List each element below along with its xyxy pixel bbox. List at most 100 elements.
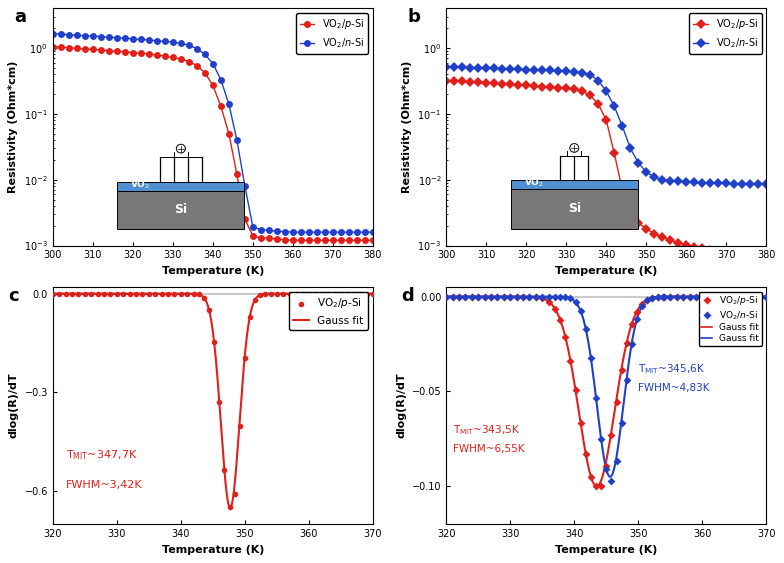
VO$_2$/$n$-Si bbox=[586, 72, 595, 78]
Gauss fit bbox=[225, 504, 234, 511]
VO$_2$/$n$-Si bbox=[216, 77, 226, 83]
VO$_2$/$n$-Si bbox=[631, 315, 644, 324]
VO$_2$/$p$-Si bbox=[753, 252, 763, 259]
X-axis label: Temperature (K): Temperature (K) bbox=[555, 266, 658, 276]
VO$_2$/$n$-Si bbox=[673, 178, 683, 185]
VO$_2$/$p$-Si bbox=[569, 386, 582, 395]
VO$_2$/$p$-Si bbox=[72, 289, 85, 298]
VO$_2$/$n$-Si bbox=[554, 292, 567, 301]
VO$_2$/$p$-Si bbox=[240, 216, 249, 223]
Gauss fit bbox=[592, 483, 601, 490]
VO$_2$/$p$-Si bbox=[666, 237, 675, 244]
VO$_2$/$n$-Si bbox=[601, 88, 611, 95]
VO$_2$/$n$-Si bbox=[361, 229, 370, 235]
VO$_2$/$n$-Si bbox=[677, 292, 689, 301]
VO$_2$/$n$-Si bbox=[128, 35, 137, 42]
VO$_2$/$n$-Si bbox=[452, 292, 465, 301]
VO$_2$/$p$-Si bbox=[585, 472, 597, 481]
Legend: VO$_2$/$p$-Si, VO$_2$/$n$-Si, Gauss fit, Gauss fit: VO$_2$/$p$-Si, VO$_2$/$n$-Si, Gauss fit,… bbox=[699, 292, 762, 346]
VO$_2$/$p$-Si bbox=[144, 51, 154, 57]
VO$_2$/$n$-Si bbox=[96, 33, 106, 40]
VO$_2$/$p$-Si bbox=[328, 237, 338, 244]
VO$_2$/$p$-Si bbox=[747, 292, 760, 301]
VO$_2$/$p$-Si bbox=[289, 237, 298, 244]
VO$_2$/$n$-Si bbox=[458, 64, 467, 70]
VO$_2$/$p$-Si bbox=[626, 320, 638, 329]
Text: T$_{\rm MIT}$~347,7K: T$_{\rm MIT}$~347,7K bbox=[66, 448, 137, 462]
Gauss fit bbox=[691, 293, 701, 300]
VO$_2$/$n$-Si bbox=[722, 180, 731, 187]
VO$_2$/$p$-Si bbox=[193, 290, 205, 299]
VO$_2$/$p$-Si bbox=[466, 79, 475, 86]
VO$_2$/$n$-Si bbox=[336, 229, 346, 235]
VO$_2$/$p$-Si bbox=[361, 289, 373, 298]
Gauss fit bbox=[605, 473, 615, 480]
VO$_2$/$n$-Si bbox=[747, 292, 760, 301]
VO$_2$/$n$-Si bbox=[328, 229, 338, 235]
Y-axis label: dlog(R)/dT: dlog(R)/dT bbox=[396, 373, 406, 439]
VO$_2$/$n$-Si bbox=[702, 292, 715, 301]
VO$_2$/$n$-Si bbox=[466, 292, 478, 301]
Gauss fit bbox=[571, 388, 580, 395]
X-axis label: Temperature (K): Temperature (K) bbox=[162, 544, 264, 555]
VO$_2$/$p$-Si bbox=[64, 44, 74, 51]
VO$_2$/$p$-Si bbox=[658, 292, 670, 301]
VO$_2$/$n$-Si bbox=[543, 292, 555, 301]
VO$_2$/$p$-Si bbox=[216, 103, 226, 110]
VO$_2$/$n$-Si bbox=[168, 39, 177, 46]
VO$_2$/$n$-Si bbox=[641, 296, 654, 305]
VO$_2$/$n$-Si bbox=[344, 229, 354, 235]
VO$_2$/$n$-Si bbox=[152, 37, 162, 44]
VO$_2$/$p$-Si bbox=[149, 289, 162, 298]
Line: VO$_2$/$n$-Si: VO$_2$/$n$-Si bbox=[443, 63, 770, 187]
VO$_2$/$p$-Si bbox=[270, 289, 283, 298]
VO$_2$/$n$-Si bbox=[633, 159, 643, 166]
VO$_2$/$p$-Si bbox=[681, 242, 691, 248]
VO$_2$/$n$-Si bbox=[112, 34, 122, 41]
VO$_2$/$p$-Si bbox=[569, 86, 579, 93]
VO$_2$/$n$-Si bbox=[104, 34, 114, 41]
VO$_2$/$p$-Si bbox=[722, 248, 731, 255]
VO$_2$/$p$-Si bbox=[277, 289, 289, 298]
VO$_2$/$p$-Si bbox=[559, 332, 572, 341]
VO$_2$/$p$-Si bbox=[203, 305, 216, 314]
Gauss fit bbox=[583, 333, 592, 339]
VO$_2$/$p$-Si bbox=[260, 289, 272, 298]
VO$_2$/$p$-Si bbox=[481, 79, 491, 86]
VO$_2$/$p$-Si bbox=[706, 246, 715, 253]
VO$_2$/$p$-Si bbox=[335, 289, 347, 298]
VO$_2$/$n$-Si bbox=[559, 293, 572, 302]
VO$_2$/$p$-Si bbox=[208, 338, 220, 347]
VO$_2$/$n$-Si bbox=[485, 292, 497, 301]
VO$_2$/$p$-Si bbox=[60, 289, 72, 298]
VO$_2$/$p$-Si bbox=[446, 292, 459, 301]
VO$_2$/$p$-Si bbox=[561, 85, 571, 92]
VO$_2$/$p$-Si bbox=[646, 293, 659, 302]
VO$_2$/$p$-Si bbox=[56, 44, 65, 51]
VO$_2$/$n$-Si bbox=[610, 103, 619, 110]
VO$_2$/$n$-Si bbox=[578, 69, 587, 76]
VO$_2$/$p$-Si bbox=[517, 292, 529, 301]
VO$_2$/$n$-Si bbox=[184, 42, 194, 48]
VO$_2$/$p$-Si bbox=[296, 237, 306, 244]
VO$_2$/$n$-Si bbox=[615, 418, 628, 427]
VO$_2$/$n$-Si bbox=[209, 60, 218, 67]
Gauss fit bbox=[81, 291, 90, 297]
VO$_2$/$p$-Si bbox=[536, 294, 549, 303]
VO$_2$/$n$-Si bbox=[56, 31, 65, 38]
VO$_2$/$p$-Si bbox=[578, 88, 587, 95]
VO$_2$/$n$-Si bbox=[618, 123, 627, 129]
VO$_2$/$p$-Si bbox=[673, 239, 683, 246]
VO$_2$/$n$-Si bbox=[753, 292, 766, 301]
VO$_2$/$n$-Si bbox=[466, 64, 475, 71]
VO$_2$/$n$-Si bbox=[481, 65, 491, 72]
VO$_2$/$p$-Si bbox=[610, 397, 622, 406]
VO$_2$/$p$-Si bbox=[367, 289, 379, 298]
VO$_2$/$n$-Si bbox=[498, 292, 510, 301]
VO$_2$/$p$-Si bbox=[452, 292, 465, 301]
Legend: VO$_2$/$p$-Si, VO$_2$/$n$-Si: VO$_2$/$p$-Si, VO$_2$/$n$-Si bbox=[689, 13, 761, 53]
VO$_2$/$p$-Si bbox=[449, 78, 459, 84]
Text: T$_{\rm MIT}$~345,6K: T$_{\rm MIT}$~345,6K bbox=[638, 363, 706, 376]
VO$_2$/$p$-Si bbox=[368, 237, 378, 244]
VO$_2$/$p$-Si bbox=[336, 237, 346, 244]
